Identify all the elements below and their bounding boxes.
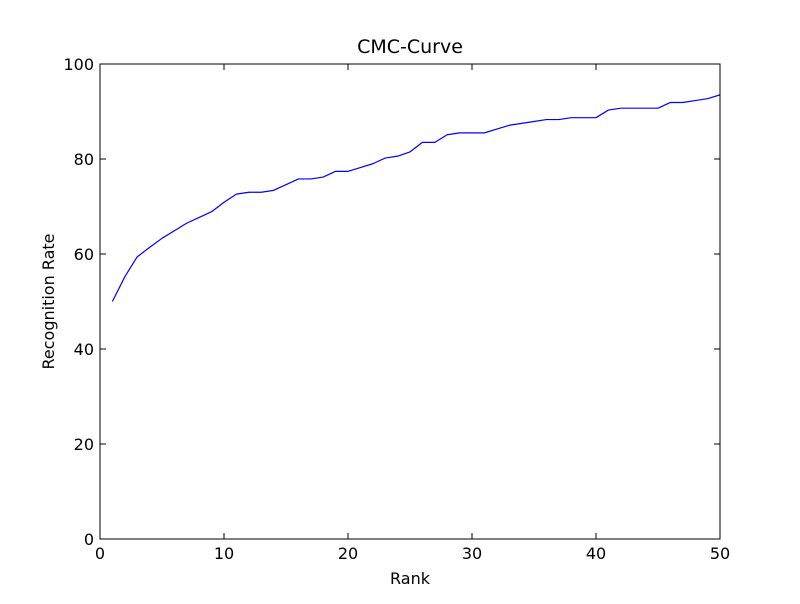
plot-frame: [99, 63, 721, 540]
x-tick-label-0: 0: [95, 544, 105, 563]
x-tick-label-40: 40: [586, 544, 606, 563]
y-tick-label-100: 100: [63, 55, 94, 74]
y-tick-label-20: 20: [74, 435, 94, 454]
x-tick-label-20: 20: [338, 544, 358, 563]
y-tick-label-40: 40: [74, 340, 94, 359]
series-line-0: [111, 94, 721, 302]
x-tick-label-10: 10: [214, 544, 234, 563]
y-axis-label: Recognition Rate: [39, 234, 58, 370]
y-tick-label-0: 0: [84, 530, 94, 549]
chart-title: CMC-Curve: [357, 36, 463, 58]
x-axis-label: Rank: [390, 569, 431, 588]
y-tick-label-60: 60: [74, 245, 94, 264]
x-tick-label-30: 30: [462, 544, 482, 563]
y-tick-label-80: 80: [74, 150, 94, 169]
x-tick-label-50: 50: [710, 544, 730, 563]
